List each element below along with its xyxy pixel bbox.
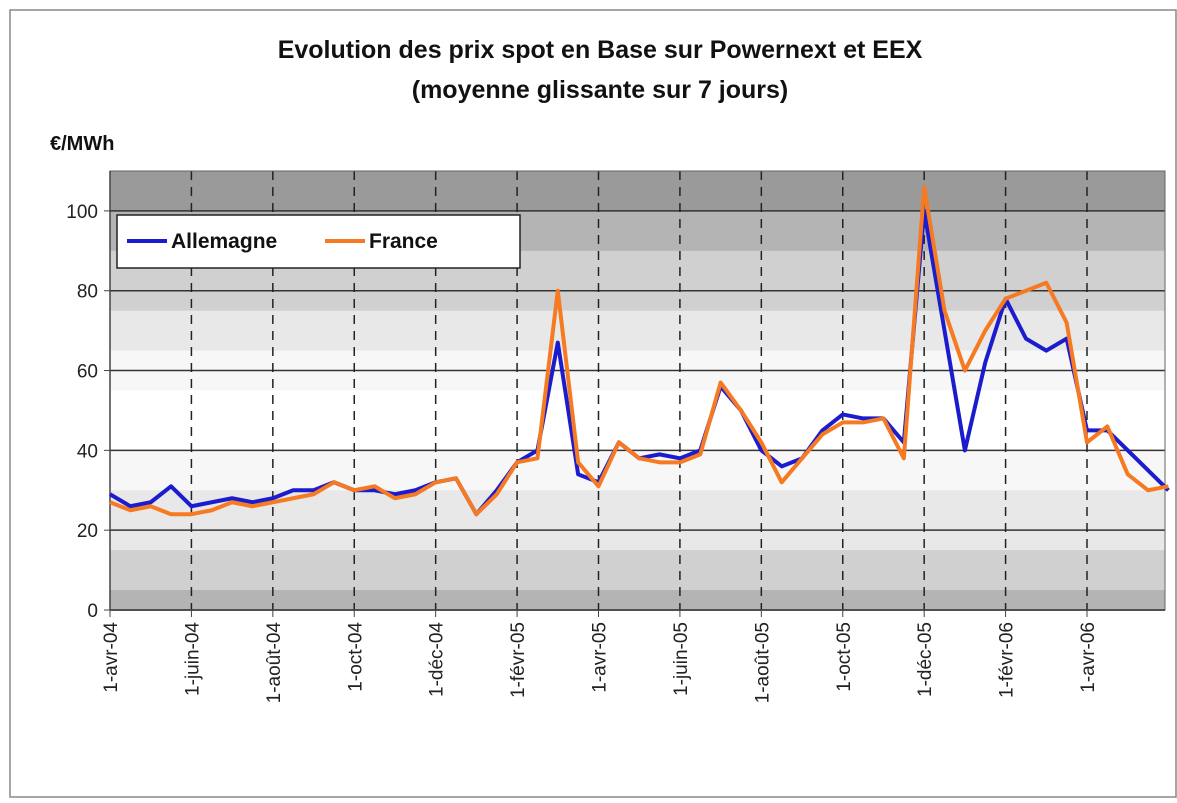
x-tick-label: 1-avr-04 (101, 622, 122, 693)
plot-band (110, 330, 1165, 352)
y-tick-label: 80 (77, 282, 98, 303)
y-tick-label: 20 (77, 521, 98, 542)
plot-band (110, 570, 1165, 592)
chart-subtitle: (moyenne glissante sur 7 jours) (412, 76, 789, 104)
plot-band (110, 530, 1165, 552)
chart-title: Evolution des prix spot en Base sur Powe… (278, 36, 923, 64)
y-axis-label: €/MWh (50, 133, 114, 155)
plot-band (110, 490, 1165, 512)
legend-label: France (369, 230, 438, 253)
plot-band (110, 270, 1165, 292)
x-tick-label: 1-déc-05 (915, 622, 936, 697)
plot-band (110, 450, 1165, 472)
y-tick-label: 0 (87, 601, 98, 622)
plot-band (110, 550, 1165, 572)
plot-band (110, 430, 1165, 452)
x-tick-label: 1-févr-05 (508, 622, 529, 698)
x-tick-label: 1-oct-04 (345, 622, 366, 692)
y-tick-label: 100 (66, 202, 98, 223)
plot-band (110, 510, 1165, 532)
data-line (109, 184, 1169, 517)
plot-band (110, 370, 1165, 392)
plot-band (110, 190, 1165, 212)
legend-label: Allemagne (171, 230, 277, 253)
plot-band (110, 290, 1165, 312)
x-tick-label: 1-juin-04 (182, 622, 203, 696)
y-tick-label: 40 (77, 441, 98, 462)
x-tick-label: 1-oct-05 (834, 622, 855, 692)
x-tick-label: 1-févr-06 (997, 622, 1018, 698)
plot-band (110, 310, 1165, 332)
x-tick-label: 1-avr-05 (590, 622, 611, 693)
y-tick-label: 60 (77, 362, 98, 383)
plot-band (110, 590, 1165, 611)
legend-box (116, 214, 521, 269)
plot-band (110, 410, 1165, 432)
plot-band (110, 390, 1165, 412)
plot-band (110, 171, 1165, 192)
plot-band (110, 470, 1165, 492)
x-tick-label: 1-août-04 (264, 622, 285, 704)
plot-band (110, 350, 1165, 372)
x-tick-label: 1-août-05 (752, 622, 773, 703)
x-tick-label: 1-juin-05 (671, 622, 692, 696)
x-tick-label: 1-déc-04 (427, 622, 448, 697)
x-tick-label: 1-avr-06 (1078, 622, 1099, 693)
